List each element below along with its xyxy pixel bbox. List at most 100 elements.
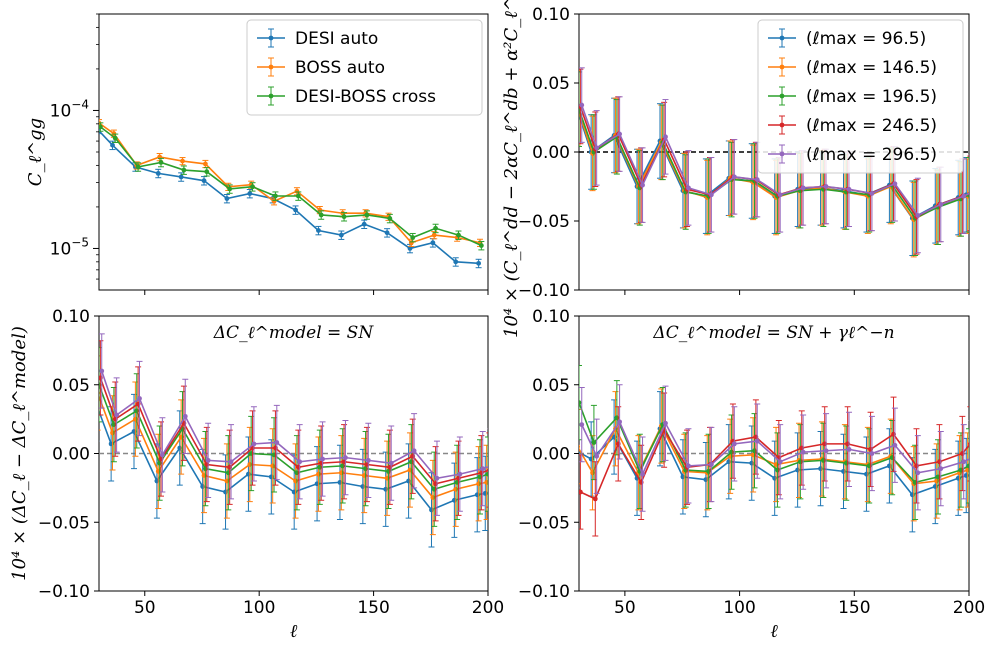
data-point	[431, 232, 437, 238]
legend: (ℓmax = 96.5) (ℓmax = 146.5) (ℓmax = 196.5…	[757, 19, 964, 174]
data-point	[365, 457, 371, 463]
data-point	[114, 412, 120, 418]
data-point	[486, 468, 488, 472]
legend-item: (ℓmax = 96.5)	[768, 28, 926, 49]
data-point	[574, 448, 579, 453]
data-point	[731, 441, 737, 447]
data-point	[320, 456, 325, 462]
panel-title: ΔC_ℓ^model = SN + γℓ^−n	[652, 323, 894, 343]
legend-marker	[268, 64, 274, 70]
data-point	[892, 181, 898, 187]
data-point	[480, 466, 486, 472]
data-point	[846, 446, 852, 452]
x-axis-label: ℓ	[290, 621, 298, 642]
legend-marker	[268, 35, 274, 41]
data-point	[476, 260, 482, 266]
data-point	[846, 186, 852, 192]
data-point	[686, 463, 691, 469]
data-point	[388, 460, 394, 466]
data-point	[295, 193, 301, 199]
data-point	[594, 145, 600, 151]
series-1	[99, 119, 483, 247]
data-point	[869, 451, 875, 456]
data-point	[686, 185, 691, 191]
y-tick-label: 0.00	[52, 445, 90, 465]
x-tick-label: 50	[614, 598, 636, 618]
legend-label: DESI-BOSS cross	[295, 87, 436, 107]
legend: DESI auto BOSS auto DESI-BOSS cross	[246, 19, 483, 116]
data-point	[387, 216, 393, 221]
series-layer	[574, 365, 974, 537]
data-point	[579, 489, 583, 495]
data-point	[869, 191, 875, 196]
data-point	[411, 448, 417, 454]
y-tick-exp: −5	[71, 235, 89, 249]
y-tick-label: 0.05	[532, 74, 570, 94]
series-line	[99, 122, 481, 244]
series-2	[579, 365, 969, 520]
data-point	[293, 207, 298, 213]
legend-marker	[779, 64, 785, 70]
data-point	[180, 158, 185, 164]
data-point	[94, 402, 99, 407]
data-point	[204, 169, 210, 175]
legend-item: DESI-BOSS cross	[257, 86, 436, 107]
data-point	[591, 440, 597, 445]
data-point	[433, 225, 438, 231]
data-point	[135, 164, 141, 170]
legend-item: (ℓmax = 146.5)	[768, 57, 937, 78]
panel-bottom-left: 50 100 150 200 −0.10 −0.05 0.00 0.05 0.10 ΔC_ℓ^mo…	[9, 307, 504, 642]
legend-frame	[757, 19, 964, 174]
data-point	[297, 459, 303, 465]
data-point	[640, 182, 645, 188]
data-point	[966, 463, 969, 469]
data-point	[159, 452, 165, 458]
legend-item: DESI auto	[257, 28, 378, 49]
data-point	[800, 185, 806, 191]
data-point	[99, 124, 103, 130]
x-tick-label: 50	[134, 598, 156, 618]
data-point	[453, 259, 459, 265]
legend-frame	[246, 19, 483, 116]
data-point	[969, 455, 974, 460]
data-point	[938, 466, 944, 472]
x-tick-label: 100	[243, 598, 275, 618]
legend-label: (ℓmax = 296.5)	[806, 145, 937, 165]
y-tick-label: −0.05	[518, 513, 570, 533]
data-point	[892, 442, 898, 448]
x-axis-label: ℓ	[770, 621, 778, 642]
data-point	[488, 463, 493, 468]
data-point	[99, 368, 105, 374]
data-point	[708, 192, 714, 198]
y-tick-label: 10−4	[50, 97, 89, 121]
panel-bottom-right: 50 100 150 200 −0.10 −0.05 0.00 0.05 0.10 ΔC_ℓ^mo…	[518, 307, 985, 642]
data-point	[158, 160, 164, 165]
data-point	[361, 221, 367, 227]
y-tick-exp: −4	[71, 97, 89, 111]
data-point	[181, 167, 187, 173]
series-0	[574, 391, 969, 533]
data-point	[456, 232, 461, 238]
series-4	[99, 333, 493, 516]
data-point	[485, 471, 488, 477]
data-point	[617, 131, 623, 137]
data-point	[484, 479, 488, 485]
y-tick-label: 0.10	[532, 307, 570, 327]
data-point	[961, 459, 967, 465]
legend-item: (ℓmax = 196.5)	[768, 86, 937, 107]
data-point	[110, 142, 115, 148]
data-point	[430, 240, 436, 246]
data-point	[579, 444, 581, 449]
legend-marker	[779, 151, 785, 157]
data-point	[137, 396, 142, 401]
y-tick-base: 10	[50, 101, 72, 121]
data-point	[316, 228, 321, 233]
y-tick-label: −0.10	[518, 582, 570, 602]
series-4	[579, 384, 974, 512]
data-point	[663, 134, 668, 140]
data-point	[273, 193, 278, 199]
y-axis-label: 10⁴ × (ΔC_ℓ − ΔC_ℓ^model)	[9, 326, 30, 581]
series-line	[99, 409, 486, 511]
